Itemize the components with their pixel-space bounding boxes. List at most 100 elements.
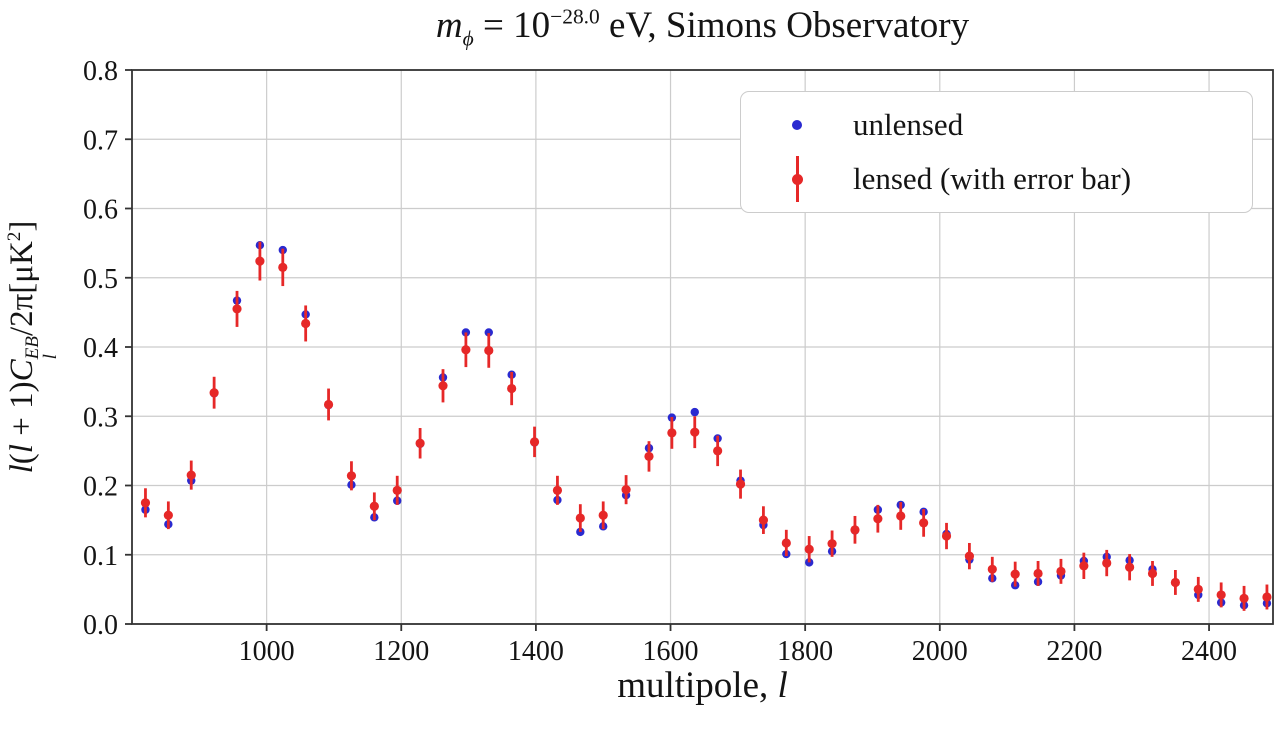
lensed-point (1193, 584, 1203, 594)
y-label-paren: ( (4, 453, 40, 465)
y-label-sub-l: l (40, 354, 62, 360)
x-tick-label: 1200 (373, 636, 429, 667)
x-tick-label: 1600 (643, 636, 699, 667)
lensed-point (964, 551, 975, 561)
lensed-point (690, 427, 700, 437)
lensed-point (232, 304, 242, 314)
title-subscript: ϕ (462, 26, 474, 51)
lensed-point (186, 470, 196, 480)
legend-marker-cell (741, 120, 853, 130)
legend-label-unlensed: unlensed (853, 107, 964, 142)
lensed-point (163, 510, 173, 520)
chart-title: mϕ = 10−28.0 eV, Simons Observatory (132, 4, 1273, 51)
legend-label-lensed: lensed (with error bar) (853, 161, 1132, 196)
lensed-point (575, 513, 585, 523)
x-tick-label: 1400 (508, 636, 564, 667)
legend-item-lensed: lensed (with error bar) (741, 154, 1252, 204)
x-axis-label: multipole, l (132, 664, 1273, 707)
lensed-point (323, 399, 334, 410)
lensed-point (507, 383, 517, 394)
lensed-point (735, 479, 746, 489)
lensed-point (1056, 566, 1066, 576)
y-tick-label: 0.0 (83, 610, 118, 641)
y-tick-label: 0.3 (83, 402, 118, 433)
y-label-l2: l (4, 444, 40, 454)
lensed-point (1262, 592, 1272, 602)
lensed-point (346, 471, 357, 481)
lensed-point (1125, 562, 1135, 572)
x-tick-label: 1000 (239, 636, 295, 667)
x-tick-label: 2000 (912, 636, 968, 667)
legend-marker-cell (741, 156, 853, 202)
legend: unlensed lensed (with error bar) (740, 91, 1253, 213)
lensed-point (255, 256, 265, 266)
y-label-supsub: EB l (22, 336, 62, 360)
y-label-bracket: ] (4, 220, 40, 232)
lensed-point (873, 514, 883, 524)
lensed-point (1079, 561, 1089, 571)
lensed-point (1239, 593, 1249, 603)
lensed-point (941, 531, 952, 541)
y-tick-label: 0.8 (83, 56, 118, 87)
lensed-point (1010, 569, 1020, 579)
lensed-point (278, 262, 288, 272)
title-rest: eV, Simons Observatory (599, 5, 970, 46)
unlensed-dot-icon (792, 120, 802, 130)
lensed-point (987, 564, 997, 574)
lensed-point (781, 538, 791, 548)
lensed-point (827, 539, 837, 549)
lensed-point (209, 388, 219, 398)
lensed-point (919, 518, 929, 528)
lensed-point (461, 345, 471, 355)
lensed-point (644, 451, 654, 462)
y-tick-label: 0.6 (83, 195, 118, 226)
lensed-point (1102, 558, 1112, 568)
y-tick-label: 0.4 (83, 333, 118, 364)
lensed-point (850, 525, 860, 535)
x-tick-label: 2400 (1181, 636, 1237, 667)
x-tick-label: 1800 (777, 636, 833, 667)
y-tick-label: 0.5 (83, 264, 118, 295)
lensed-point (301, 318, 311, 329)
errorbar-dot (791, 173, 803, 185)
lensed-point (1033, 568, 1043, 579)
lensed-point (1170, 577, 1180, 588)
y-label-C: C (4, 359, 40, 382)
title-variable: m (435, 5, 463, 46)
y-label-l1: l (4, 464, 40, 474)
lensed-point (621, 485, 631, 495)
legend-item-unlensed: unlensed (741, 100, 1252, 150)
x-tick-label: 2200 (1046, 636, 1102, 667)
x-label-variable: l (777, 665, 788, 706)
lensed-point (369, 501, 379, 511)
title-mid: = 10 (473, 5, 551, 46)
lensed-point (392, 485, 402, 495)
y-label-plus1: + 1) (4, 381, 40, 445)
unlensed-point (461, 328, 471, 337)
lensed-point (1216, 590, 1226, 600)
unlensed-point (484, 328, 493, 337)
lensed-point (484, 345, 494, 356)
lensed-point (529, 437, 540, 447)
lensed-point (140, 498, 151, 508)
y-axis-label: l(l + 1)C EB l/2π[μK2] (4, 47, 61, 647)
lensed-errorbar-icon (790, 156, 804, 202)
lensed-point (552, 485, 563, 495)
lensed-point (896, 511, 906, 521)
y-tick-label: 0.2 (83, 472, 118, 503)
y-label-2pi: /2π[μK (4, 241, 40, 337)
y-tick-label: 0.1 (83, 541, 118, 572)
y-label-sup-2: 2 (4, 231, 25, 242)
lensed-point (667, 428, 677, 438)
lensed-point (1147, 568, 1158, 579)
unlensed-point (690, 407, 699, 417)
y-tick-label: 0.7 (83, 125, 118, 156)
lensed-point (758, 515, 769, 525)
lensed-point (713, 446, 723, 456)
lensed-point (438, 381, 448, 391)
lensed-point (415, 438, 425, 448)
title-exponent: −28.0 (550, 4, 600, 29)
lensed-point (598, 510, 608, 520)
lensed-point (804, 544, 814, 554)
